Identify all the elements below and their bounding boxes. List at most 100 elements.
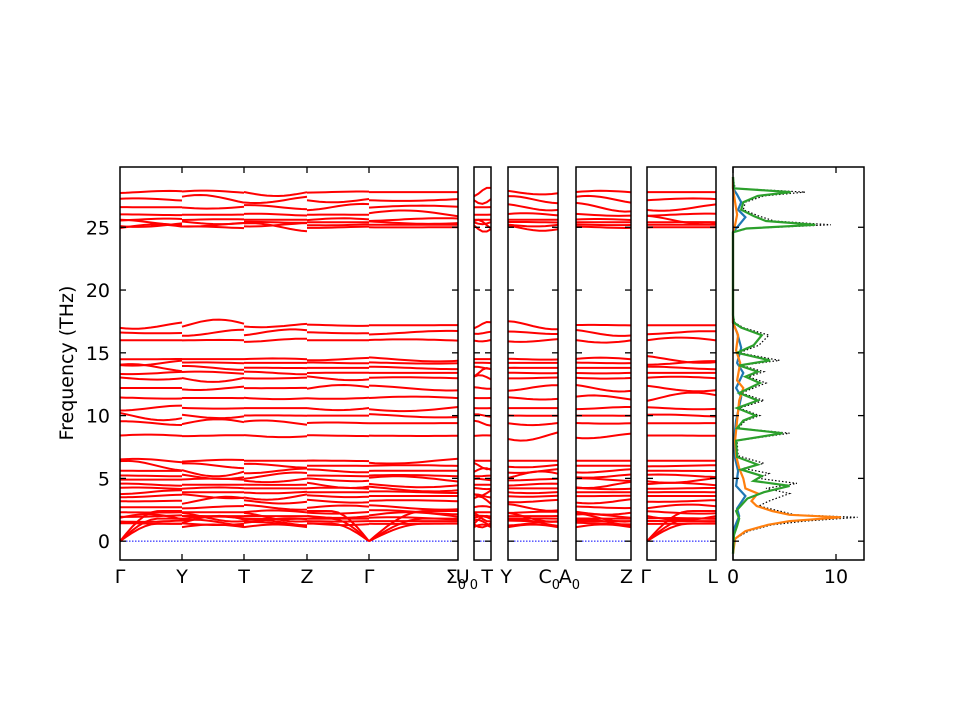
band-line [647,356,716,363]
band-line [508,479,558,481]
band-line [120,435,182,436]
band-line [474,199,491,204]
band-line [244,358,307,359]
band-line [307,500,369,503]
band-line [474,490,491,496]
band-line [244,510,307,512]
bands-layer [120,188,716,541]
x-tick-label: C0 [538,566,560,593]
band-line [307,224,369,225]
band-line [576,507,631,509]
band-line [307,325,369,326]
band-line [307,506,369,508]
band-line [474,516,491,517]
band-line [307,408,369,410]
y-axis-label: Frequency (THz) [56,286,78,441]
band-line [647,393,716,401]
band-line [307,376,369,380]
band-line [307,478,369,481]
band-line [307,423,369,424]
band-line [182,320,244,327]
band-line [120,406,182,411]
band-line [647,465,716,466]
band-line [244,479,307,483]
x-tick-label: Γ [115,566,126,588]
band-line [369,459,458,464]
band-line [647,386,716,392]
band-line [576,227,631,228]
band-line [647,214,716,216]
band-line [307,495,369,497]
band-line [120,490,182,494]
band-line [647,488,716,489]
band-line [576,378,631,379]
band-line [307,469,369,472]
band-line [647,367,716,370]
band-line [508,339,558,342]
band-line [647,478,716,483]
band-line [474,188,491,196]
band-line [244,339,307,342]
band-line [576,423,631,424]
band-line [244,421,307,425]
band-line [182,419,244,424]
band-line [369,505,458,509]
band-line [369,476,458,481]
band-line [369,199,458,201]
band-line [474,421,491,426]
band-line [647,204,716,210]
band-line [120,521,182,522]
band-line [576,363,631,364]
band-line [369,367,458,369]
band-line [576,373,631,374]
band-line [508,423,558,425]
band-line [182,463,244,468]
band-line [182,415,244,418]
band-line [120,191,182,193]
band-line [182,195,244,203]
band-line [647,198,716,200]
band-line [244,398,307,399]
band-line [120,219,182,221]
band-line [474,435,491,436]
dos-x-tick-label: 0 [727,566,739,588]
band-line [369,484,458,487]
band-line [508,465,558,467]
band-line [576,219,631,220]
band-line [508,504,558,511]
band-line [508,332,558,335]
band-line [474,506,491,507]
band-line [182,222,244,225]
band-line [244,214,307,216]
band-line [182,460,244,462]
band-line [120,214,182,215]
band-line [307,192,369,193]
y-tick-label: 25 [86,217,110,239]
band-line [307,521,369,522]
band-line [120,413,182,420]
band-line [182,378,244,382]
band-line [244,197,307,203]
band-line [369,500,458,501]
y-tick-label: 0 [98,531,110,553]
band-line [576,325,631,326]
x-tick-label: Γ [364,566,375,588]
band-line [369,465,458,466]
band-line [369,377,458,378]
band-line [120,495,182,498]
band-line [369,414,458,417]
band-line [508,196,558,203]
band-line [244,500,307,503]
band-line [120,361,182,366]
band-line [182,340,244,341]
band-line [307,218,369,220]
band-line [120,488,182,490]
band-line [369,397,458,399]
y-tick-label: 5 [98,468,110,490]
band-line [508,432,558,440]
band-line [182,207,244,209]
band-line [508,512,558,513]
band-line [244,378,307,379]
band-line [120,476,182,477]
